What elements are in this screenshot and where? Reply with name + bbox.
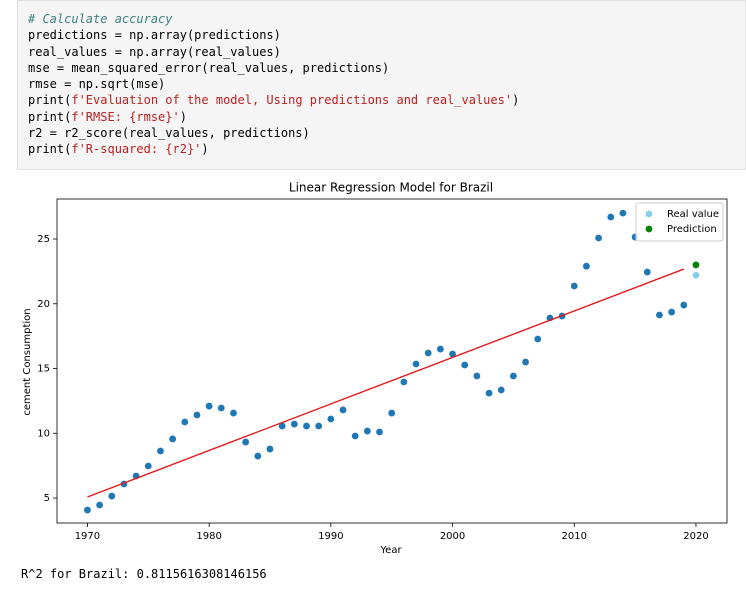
code-token: f'R-squared: {r2}' xyxy=(71,142,202,157)
data-point xyxy=(242,438,250,446)
data-point xyxy=(656,311,663,319)
data-point xyxy=(607,213,615,221)
data-point xyxy=(315,422,323,430)
x-tick-label: 2020 xyxy=(683,531,708,542)
y-tick-label: 25 xyxy=(37,234,50,245)
code-token: f'Evaluation of the model, Using predict… xyxy=(71,93,513,108)
code-line: print(f'R-squared: {r2}') xyxy=(28,141,519,157)
code-cell[interactable]: # Calculate accuracy predictions = np.arr… xyxy=(17,0,746,170)
code-line: rmse = np.sqrt(mse) xyxy=(28,76,519,92)
data-point xyxy=(181,418,189,426)
regression-line xyxy=(87,268,685,498)
data-point xyxy=(278,422,286,430)
data-point xyxy=(266,445,274,453)
y-tick-label: 15 xyxy=(37,364,50,375)
x-tick-label: 1990 xyxy=(318,531,343,542)
code-line: # Calculate accuracy xyxy=(28,11,519,27)
data-point xyxy=(497,386,505,394)
data-point xyxy=(595,234,602,242)
data-point xyxy=(327,415,335,423)
x-axis-label: Year xyxy=(379,545,402,556)
code-token: print( xyxy=(28,142,72,157)
data-point xyxy=(570,282,578,290)
y-tick-label: 20 xyxy=(37,299,50,310)
code-token: real_values = np.array(real_values) xyxy=(28,44,281,59)
code-line: real_values = np.array(real_values) xyxy=(28,44,519,60)
code-line: mse = mean_squared_error(real_values, pr… xyxy=(28,60,519,76)
data-point xyxy=(619,209,627,217)
data-point xyxy=(205,402,213,410)
x-tick-label: 1980 xyxy=(196,531,221,542)
data-point xyxy=(583,262,590,270)
data-point xyxy=(424,349,432,357)
data-point xyxy=(400,378,408,386)
code-token: predictions = np.array(predictions) xyxy=(28,28,281,43)
data-point xyxy=(449,350,456,358)
data-point xyxy=(351,432,359,440)
data-point xyxy=(692,261,700,269)
data-point xyxy=(339,406,347,414)
data-point xyxy=(217,404,225,412)
y-tick-label: 10 xyxy=(37,428,50,439)
legend-label: Prediction xyxy=(667,224,717,235)
data-point xyxy=(363,427,371,435)
data-point xyxy=(84,506,91,514)
data-point xyxy=(522,358,529,366)
code-token: r2 = r2_score(real_values, predictions) xyxy=(28,126,310,141)
output-text: R^2 for Brazil: 0.8115616308146156 xyxy=(21,567,267,581)
plot-frame xyxy=(56,198,728,524)
data-point xyxy=(485,389,493,397)
data-point xyxy=(169,435,177,443)
data-point xyxy=(303,422,310,430)
data-point xyxy=(108,492,116,500)
data-point xyxy=(193,411,201,419)
data-point xyxy=(254,452,262,460)
data-point xyxy=(388,409,396,417)
data-point xyxy=(643,268,651,276)
data-point xyxy=(510,372,517,380)
legend-marker xyxy=(645,210,653,218)
code-line: print(f'RMSE: {rmse}') xyxy=(28,109,519,125)
code: # Calculate accuracy predictions = np.arr… xyxy=(28,11,519,158)
x-tick-label: 2000 xyxy=(440,531,465,542)
data-point xyxy=(668,308,676,316)
code-token: print( xyxy=(28,93,72,108)
data-point xyxy=(96,501,103,509)
data-point xyxy=(692,271,700,279)
data-point xyxy=(376,428,383,436)
code-line: print(f'Evaluation of the model, Using p… xyxy=(28,92,519,108)
data-point xyxy=(534,335,542,343)
chart-title: Linear Regression Model for Brazil xyxy=(289,181,493,195)
data-point xyxy=(473,372,481,380)
data-point xyxy=(290,420,298,428)
y-axis-label: cement Consumption xyxy=(22,308,33,415)
legend-label: Real value xyxy=(667,209,719,220)
code-line: predictions = np.array(predictions) xyxy=(28,27,519,43)
x-tick-label: 1970 xyxy=(75,531,100,542)
legend-box xyxy=(635,202,724,242)
code-token: ) xyxy=(512,93,520,108)
code-token: # Calculate accuracy xyxy=(28,12,173,26)
data-point xyxy=(461,361,469,369)
legend-marker xyxy=(645,225,653,233)
code-token: ) xyxy=(201,142,209,157)
code-line: r2 = r2_score(real_values, predictions) xyxy=(28,125,519,141)
data-point xyxy=(436,345,444,353)
code-token: f'RMSE: {rmse}' xyxy=(71,109,180,124)
data-point xyxy=(157,447,164,455)
code-token: mse = mean_squared_error(real_values, pr… xyxy=(28,60,390,75)
data-point xyxy=(230,409,237,417)
code-token: print( xyxy=(28,109,72,124)
y-tick-label: 5 xyxy=(44,493,50,504)
x-tick-label: 2010 xyxy=(562,531,587,542)
code-token: ) xyxy=(179,109,187,124)
data-point xyxy=(144,462,152,470)
code-token: rmse = np.sqrt(mse) xyxy=(28,77,166,92)
data-point xyxy=(412,360,420,368)
data-point xyxy=(680,301,688,309)
